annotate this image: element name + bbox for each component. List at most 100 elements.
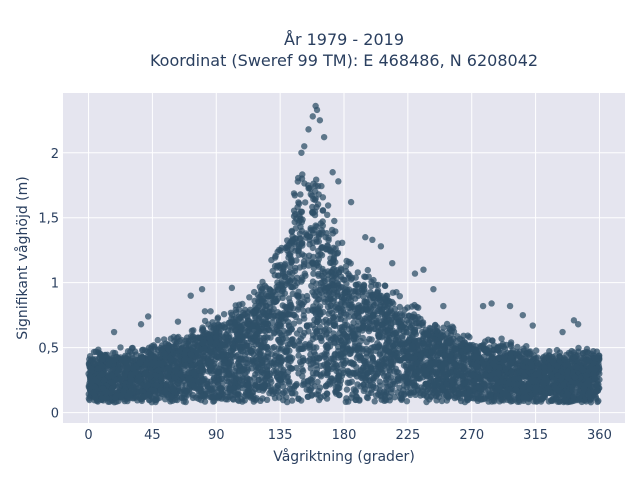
data-point (328, 277, 336, 284)
data-point (556, 349, 563, 356)
data-point (513, 349, 520, 356)
data-point (438, 397, 446, 405)
data-point (333, 267, 341, 274)
data-point (423, 398, 430, 406)
data-point (176, 345, 184, 353)
scatter-points (85, 102, 603, 406)
data-point (307, 387, 314, 394)
data-point (327, 302, 334, 309)
data-point (305, 328, 312, 335)
data-point (314, 182, 322, 190)
data-point (501, 345, 509, 352)
data-point (466, 333, 473, 341)
data-point (377, 362, 384, 369)
data-point (247, 394, 254, 401)
data-point (354, 323, 361, 330)
chart-title-line1: År 1979 - 2019 (284, 30, 404, 49)
data-point (500, 397, 507, 404)
data-point (343, 322, 351, 329)
data-point (185, 341, 192, 348)
data-point (295, 352, 302, 359)
data-point (403, 363, 410, 371)
data-point (364, 266, 371, 274)
data-point (342, 263, 350, 270)
data-point (312, 310, 320, 318)
data-point (389, 289, 397, 296)
data-point (391, 380, 398, 388)
data-point (275, 272, 282, 279)
data-point (292, 382, 300, 389)
data-point (331, 320, 339, 327)
data-point (252, 341, 259, 348)
data-point (170, 333, 177, 341)
data-point (255, 324, 262, 332)
data-point (302, 234, 310, 241)
data-point (264, 292, 271, 300)
data-point (276, 329, 283, 337)
data-point (309, 244, 316, 252)
data-point (201, 398, 209, 405)
data-point (318, 337, 325, 345)
data-point (516, 375, 523, 382)
data-point (302, 199, 309, 206)
data-point (440, 324, 447, 331)
data-point (561, 356, 568, 363)
data-point (398, 396, 405, 404)
data-point (452, 361, 459, 369)
data-point (388, 389, 395, 396)
data-point (312, 293, 319, 300)
data-point (274, 322, 281, 329)
data-point (363, 394, 371, 401)
data-point (285, 362, 292, 369)
data-point (290, 341, 297, 349)
data-point (211, 377, 218, 384)
data-point (303, 292, 311, 300)
data-point (341, 331, 349, 338)
data-point (267, 286, 274, 294)
data-point (335, 384, 342, 391)
data-point (397, 310, 404, 317)
data-point (324, 211, 331, 218)
data-point (382, 358, 389, 366)
data-point (388, 320, 395, 327)
data-point (385, 364, 392, 371)
data-point (362, 273, 369, 281)
data-point (339, 276, 346, 283)
data-point (511, 376, 518, 383)
data-point (307, 185, 314, 193)
data-point (209, 319, 216, 326)
data-point (365, 369, 372, 376)
data-point (493, 392, 500, 399)
data-point (138, 393, 145, 400)
data-point (160, 336, 168, 343)
data-point (376, 331, 383, 338)
data-point (300, 258, 308, 265)
data-point (90, 360, 98, 367)
data-point (480, 380, 488, 387)
data-point (292, 282, 299, 290)
data-point (306, 252, 313, 259)
data-point (197, 334, 204, 341)
data-point (399, 332, 406, 340)
data-point (375, 306, 382, 313)
data-point (310, 264, 318, 272)
data-point (331, 351, 338, 358)
data-point (391, 394, 398, 401)
data-point (464, 345, 471, 353)
data-point (239, 300, 246, 308)
data-point (300, 307, 307, 315)
data-point (248, 326, 255, 333)
data-point (317, 362, 325, 370)
data-point (471, 377, 478, 384)
chart-title-line2: Koordinat (Sweref 99 TM): E 468486, N 62… (150, 51, 538, 70)
data-point (243, 342, 250, 349)
data-point (86, 356, 93, 363)
data-point (237, 323, 245, 331)
data-point (298, 360, 305, 368)
data-point (127, 394, 134, 401)
data-point (444, 329, 451, 337)
data-point (297, 223, 304, 230)
data-point (289, 290, 296, 297)
data-point (305, 341, 313, 349)
data-point (228, 311, 236, 318)
